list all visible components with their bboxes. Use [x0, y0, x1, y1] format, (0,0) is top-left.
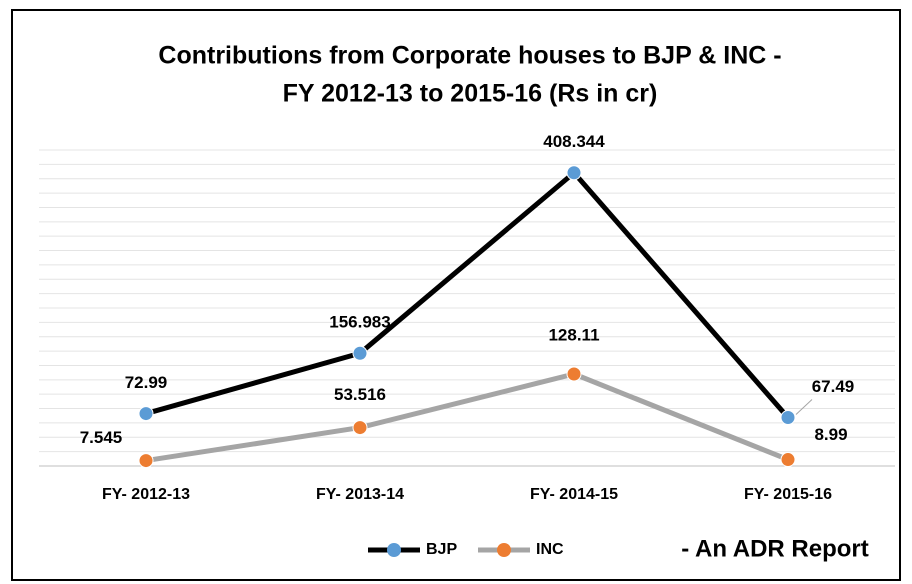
data-label: 408.344 [543, 132, 605, 151]
chart-title: FY 2012-13 to 2015-16 (Rs in cr) [283, 80, 658, 108]
data-label: 156.983 [329, 313, 390, 332]
legend-label: INC [536, 541, 564, 558]
data-point [566, 366, 582, 382]
leader-line [795, 399, 813, 415]
x-tick-label: FY- 2014-15 [530, 486, 618, 503]
data-point [566, 165, 582, 181]
data-point [352, 420, 368, 436]
chart-title: Contributions from Corporate houses to B… [158, 42, 781, 70]
annotation: - An ADR Report [681, 535, 869, 562]
data-point [138, 453, 154, 469]
data-point [780, 452, 796, 468]
data-point [352, 345, 368, 361]
data-label: 7.545 [80, 428, 123, 447]
data-label: 128.11 [548, 325, 599, 344]
chart-border [11, 9, 901, 581]
x-tick-label: FY- 2013-14 [316, 486, 404, 503]
x-tick-label: FY- 2015-16 [744, 486, 832, 503]
data-label: 53.516 [334, 385, 386, 404]
data-point [780, 410, 796, 426]
legend-marker [497, 543, 511, 557]
series-line [145, 170, 790, 420]
data-label: 72.99 [125, 373, 168, 392]
plot: 72.99 156.983 408.344 67.49 7.545 53.516 128.1… [80, 132, 855, 469]
legend-label: BJP [426, 541, 457, 558]
data-label: 8.99 [814, 425, 847, 444]
data-point [138, 406, 154, 422]
data-label: 67.49 [812, 377, 855, 396]
legend-marker [387, 543, 401, 557]
series-line [145, 371, 789, 464]
x-tick-label: FY- 2012-13 [102, 486, 190, 503]
